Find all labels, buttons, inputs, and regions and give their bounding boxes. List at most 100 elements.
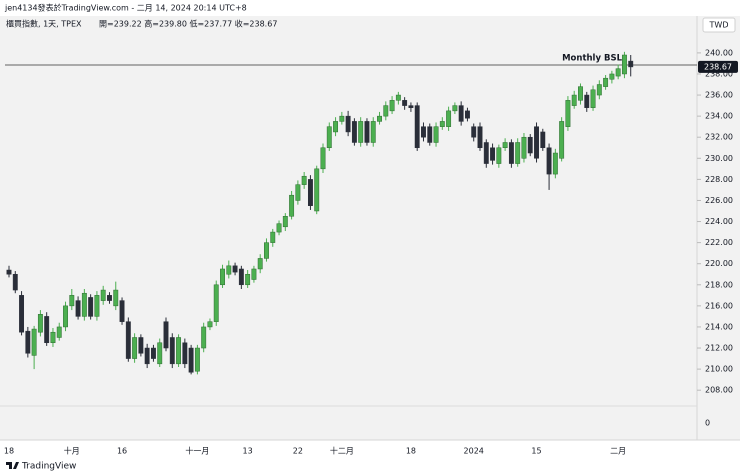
candle-body (63, 305, 68, 328)
y-tick-label: 224.00 (705, 217, 733, 226)
annotation-label: Monthly BSL (562, 54, 622, 64)
y-tick-label: 240.00 (705, 48, 733, 57)
candle-body (596, 84, 602, 96)
y-tick-label: 216.00 (705, 301, 733, 310)
candle-body (207, 321, 213, 328)
candle-body (6, 269, 12, 275)
candle-body (289, 194, 295, 217)
candle-body (69, 295, 75, 307)
candle-body (534, 126, 539, 159)
candle-body (427, 126, 433, 143)
candle-body (307, 179, 313, 206)
candle-body (19, 295, 25, 333)
y-tick-label: 210.00 (705, 365, 733, 374)
candle-body (464, 110, 470, 119)
plot-area (0, 16, 697, 440)
candle-body (515, 142, 521, 164)
candle-body (559, 121, 565, 159)
candle-body (477, 126, 483, 149)
candle-body (508, 142, 514, 164)
candle-body (270, 231, 276, 243)
candle-body (351, 121, 357, 143)
candle-body (333, 121, 339, 133)
candle-body (182, 342, 188, 365)
candle-body (471, 126, 477, 138)
x-tick-label: 13 (243, 447, 253, 456)
candle-body (150, 347, 156, 359)
candle-body (603, 77, 609, 87)
candle-body (107, 295, 112, 301)
candle-body (188, 347, 194, 373)
candle-body (628, 60, 634, 68)
x-tick-label: 18 (406, 447, 416, 456)
candle-body (169, 337, 175, 365)
x-tick-label: 22 (293, 447, 303, 456)
candle-body (119, 300, 125, 322)
candle-body (238, 268, 244, 286)
candle-body (521, 136, 527, 159)
candle-body (621, 54, 627, 75)
x-tick-label: 15 (531, 447, 541, 456)
candle-body (220, 268, 225, 286)
x-tick-label: 十月 (64, 446, 80, 456)
x-tick-label: 2024 (464, 447, 484, 456)
y-tick-label: 236.00 (705, 91, 733, 100)
y-tick-label: 214.00 (705, 322, 733, 331)
candle-body (414, 105, 420, 149)
candle-body (25, 330, 31, 354)
last-price-label: 238.67 (704, 62, 732, 71)
candle-body (578, 86, 583, 101)
candle-body (88, 297, 94, 317)
candle-body (584, 94, 590, 108)
candle-body (345, 115, 351, 133)
footer: TradingView (21, 462, 76, 472)
candle-body (408, 105, 414, 108)
candle-body (540, 131, 546, 149)
candle-body (458, 105, 464, 122)
candle-body (94, 295, 100, 317)
candle-body (320, 147, 326, 170)
candle-body (226, 265, 232, 275)
candle-body (433, 126, 439, 143)
y-tick-label: 212.00 (705, 344, 733, 353)
candle-body (590, 89, 596, 108)
candle-body (552, 152, 558, 175)
candle-body (132, 337, 138, 359)
candle-body (113, 289, 119, 307)
candle-body (402, 100, 408, 106)
candle-body (245, 273, 251, 286)
x-tick-label: 16 (117, 447, 127, 456)
candle-body (395, 94, 401, 101)
candle-body (364, 121, 370, 143)
candle-body (257, 258, 263, 270)
candle-body (301, 175, 307, 185)
candle-body (282, 216, 288, 228)
candle-body (483, 142, 489, 164)
candle-body (295, 184, 301, 201)
candle-body (194, 347, 200, 372)
candle-body (326, 126, 332, 149)
candle-body (213, 284, 219, 322)
y-tick-label: 208.00 (705, 386, 733, 395)
y-tick-label: 218.00 (705, 280, 733, 289)
candle-body (163, 321, 169, 349)
x-tick-label: 18 (4, 447, 14, 456)
candle-body (446, 110, 452, 127)
candle-body (144, 347, 150, 365)
candle-body (421, 126, 426, 138)
ohlc-text: 開=239.22 高=239.80 低=237.77 收=238.67 (99, 19, 277, 29)
candle-body (157, 342, 163, 365)
candle-body (565, 100, 571, 127)
candle-body (389, 100, 395, 112)
x-tick-label: 十二月 (330, 446, 354, 456)
candle-body (37, 314, 43, 333)
candle-body (496, 147, 502, 164)
candle-body (314, 168, 320, 212)
y-tick-label: 220.00 (705, 259, 733, 268)
candle-body (125, 321, 131, 359)
candle-body (527, 136, 533, 154)
candle-body (251, 268, 257, 280)
currency-box (702, 17, 736, 33)
candle-body (264, 242, 269, 259)
candle-body (44, 316, 50, 344)
